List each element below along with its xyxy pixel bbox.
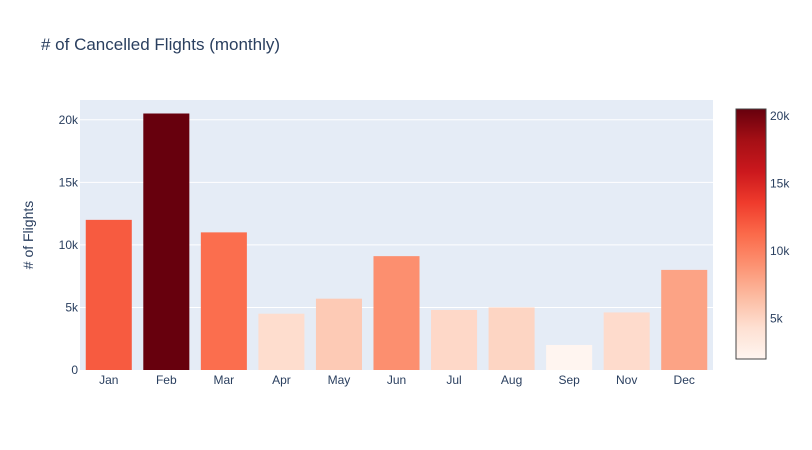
x-axis-ticks: Jan Feb Mar Apr May Jun Jul Aug Sep Nov Dec <box>99 373 695 387</box>
x-tick-label: Jul <box>446 373 461 387</box>
y-tick-label: 20k <box>59 113 79 127</box>
y-axis-title: # of Flights <box>20 201 36 269</box>
x-tick-label: Nov <box>616 373 637 387</box>
bar-may[interactable] <box>315 298 362 370</box>
bar-nov[interactable] <box>603 312 650 370</box>
bar-jun[interactable] <box>373 256 420 370</box>
y-tick-label: 0 <box>71 363 78 377</box>
x-tick-label: May <box>328 373 351 387</box>
x-tick-label: Jan <box>99 373 118 387</box>
colorbar-ticks: 5k 10k 15k 20k <box>770 109 790 326</box>
bar-apr[interactable] <box>258 313 305 370</box>
colorbar <box>735 108 767 360</box>
bar-dec[interactable] <box>661 269 708 370</box>
colorbar-tick-label: 10k <box>770 244 790 258</box>
y-axis-ticks: 0 5k 10k 15k 20k <box>59 113 79 377</box>
y-tick-label: 10k <box>59 238 79 252</box>
colorbar-tick-label: 20k <box>770 109 790 123</box>
bar-feb[interactable] <box>143 113 190 371</box>
y-tick-label: 5k <box>65 300 79 314</box>
bar-mar[interactable] <box>200 232 247 370</box>
x-tick-label: Apr <box>272 373 291 387</box>
bar-aug[interactable] <box>488 307 535 370</box>
bars <box>85 113 708 371</box>
bar-jul[interactable] <box>431 309 478 370</box>
bar-jan[interactable] <box>85 219 132 370</box>
colorbar-tick-label: 15k <box>770 176 790 190</box>
x-tick-label: Dec <box>674 373 695 387</box>
x-tick-label: Jun <box>387 373 406 387</box>
bar-sep[interactable] <box>546 344 593 370</box>
colorbar-tick-label: 5k <box>770 311 784 325</box>
x-tick-label: Aug <box>501 373 522 387</box>
x-tick-label: Sep <box>558 373 580 387</box>
chart-title: # of Cancelled Flights (monthly) <box>41 35 280 54</box>
x-tick-label: Feb <box>156 373 177 387</box>
y-tick-label: 15k <box>59 175 79 189</box>
x-tick-label: Mar <box>214 373 235 387</box>
